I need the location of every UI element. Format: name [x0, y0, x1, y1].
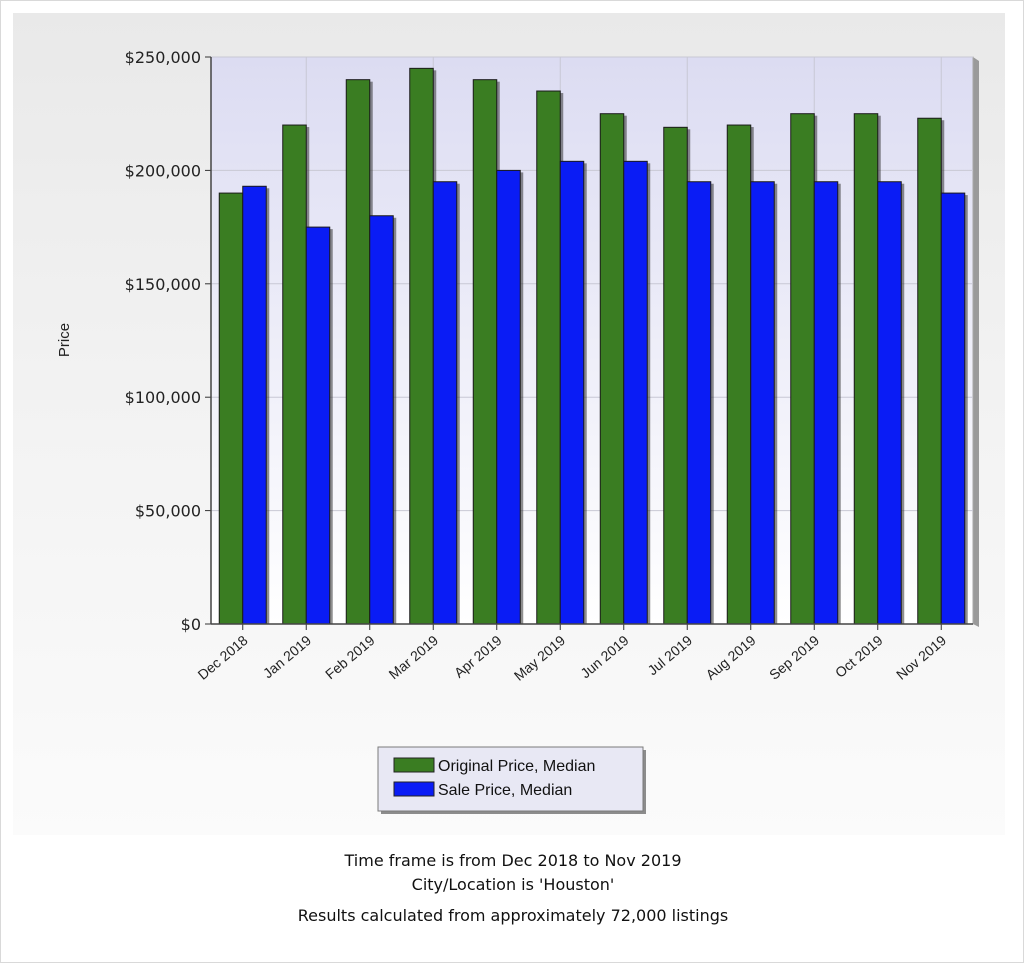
bar-sale-price — [813, 181, 839, 625]
legend-label: Sale Price, Median — [438, 782, 572, 799]
bar-sale-price — [432, 181, 458, 625]
footer-timeframe: Time frame is from Dec 2018 to Nov 2019 — [344, 851, 682, 870]
y-tick-label: $50,000 — [135, 502, 201, 521]
bar-original-price — [790, 113, 815, 625]
bar-sale-price — [305, 226, 331, 625]
price-bar-chart: $0 $50,000 $100,000 $150,000 $200,000 $250,00… — [56, 48, 979, 814]
bar-original-price — [599, 113, 625, 625]
bar-sale-price — [369, 215, 394, 625]
x-tick-label: May 2019 — [511, 632, 569, 684]
footer-results: Results calculated from approximately 72… — [297, 906, 729, 925]
y-tick-label: $0 — [181, 615, 201, 634]
y-tick-label: $150,000 — [125, 275, 201, 294]
footer-location: City/Location is 'Houston' — [411, 875, 615, 894]
legend-swatch — [393, 781, 435, 797]
bar-sale-price — [623, 160, 648, 625]
plot-depth-right — [973, 57, 979, 627]
x-tick-label: Nov 2019 — [893, 632, 949, 683]
bar-original-price — [726, 124, 752, 625]
bar-sale-price — [940, 192, 966, 625]
bar-sale-price — [877, 181, 902, 625]
x-tick-label: Sep 2019 — [766, 632, 822, 683]
x-tick-label: Mar 2019 — [386, 632, 442, 682]
bar-sale-price — [686, 181, 712, 625]
x-tick-label: Jan 2019 — [260, 632, 315, 681]
x-tick-label: Jul 2019 — [644, 632, 695, 678]
x-tick-label: Oct 2019 — [832, 632, 886, 681]
bar-original-price — [345, 79, 371, 625]
bar-original-price — [218, 192, 244, 625]
bar-original-price — [409, 67, 434, 625]
bar-sale-price — [750, 181, 775, 625]
x-tick-label: Feb 2019 — [322, 632, 378, 682]
bar-original-price — [282, 124, 307, 625]
y-tick-label: $250,000 — [125, 48, 201, 67]
x-tick-label: Dec 2018 — [194, 632, 250, 683]
y-tick-label: $100,000 — [125, 388, 201, 407]
y-tick-label: $200,000 — [125, 161, 201, 180]
x-tick-label: Aug 2019 — [702, 632, 758, 683]
x-tick-label: Jun 2019 — [577, 632, 632, 681]
legend-box — [377, 746, 644, 812]
bar-original-price — [917, 117, 942, 625]
legend-label: Original Price, Median — [438, 758, 595, 775]
bar-sale-price — [496, 169, 521, 625]
bar-sale-price — [559, 160, 585, 625]
bar-original-price — [536, 90, 561, 625]
legend-swatch — [393, 757, 435, 773]
y-axis-title: Price — [56, 323, 73, 357]
bar-original-price — [663, 126, 688, 625]
bar-original-price — [472, 79, 498, 625]
bar-sale-price — [242, 185, 267, 625]
x-tick-label: Apr 2019 — [451, 632, 505, 681]
plot-area — [210, 56, 974, 625]
bar-original-price — [853, 113, 879, 625]
